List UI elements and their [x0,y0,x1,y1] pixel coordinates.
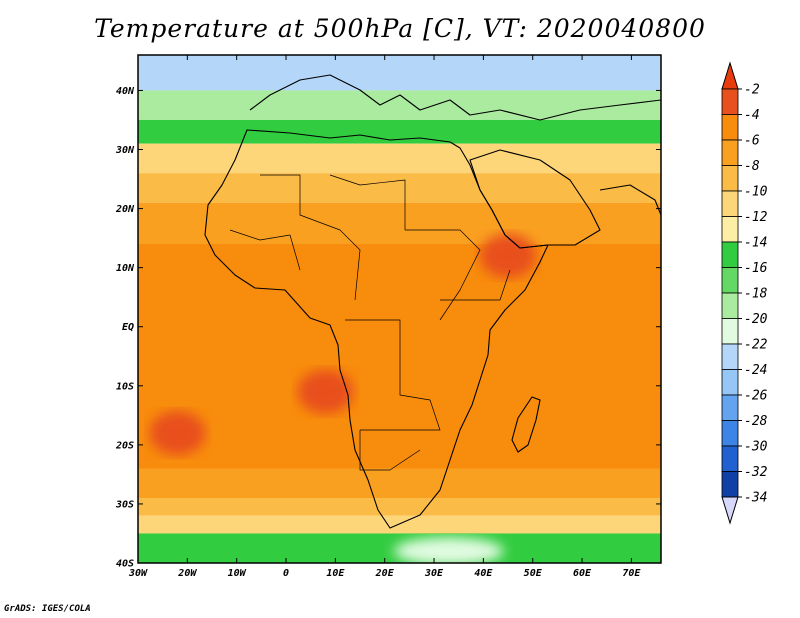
cold-patch [393,537,504,563]
lon-tick-label: 60E [573,568,592,579]
colorbar-label: -12 [744,210,768,225]
plot-frame [137,54,662,564]
colorbar-label: -16 [744,261,768,276]
colorbar-label: -26 [744,389,768,404]
colorbar-label: -20 [744,312,768,327]
colorbar-label: -10 [744,185,768,200]
lon-tick-label: 20E [375,568,395,579]
temperature-field [138,55,661,563]
india-coastline [599,184,661,216]
colorbar-label: -22 [744,338,768,353]
lat-tick-label: 40S [116,559,134,570]
colorbar-label: -4 [744,108,760,123]
colorbar-label: -8 [744,159,760,174]
lon-tick-label: 10E [326,568,345,579]
lat-tick-label: 10N [116,263,135,274]
colorbar-swatch [721,394,739,421]
colorbar-swatch [721,190,739,217]
colorbar-top-arrow [721,61,739,90]
warm-patch-0 [297,369,354,414]
field-band-8 [138,498,661,516]
colorbar-swatch [721,292,739,319]
warm-patch-2 [480,233,537,278]
colorbar-swatch [721,369,739,396]
colorbar-label: -14 [744,236,767,251]
colorbar-label: -2 [744,83,760,98]
colorbar-swatch [721,471,739,498]
field-band-3 [138,143,661,174]
colorbar-swatch [721,216,739,243]
field-band-6 [138,244,661,469]
colorbar-swatch [721,267,739,294]
lon-tick-label: 10W [228,568,247,579]
country-borders [229,174,511,471]
lat-tick-label: 40N [116,86,135,97]
lon-tick-label: 30E [424,568,444,579]
lat-tick-label: 20N [115,204,135,215]
lon-tick-label: 0 [283,568,289,579]
colorbar-swatch [721,241,739,268]
lon-tick-label: 30W [128,568,148,579]
lon-tick-label: 70E [622,568,641,579]
arabia-coastline [469,149,601,249]
lat-tick-label: 30S [115,499,134,510]
lon-tick-label: 20W [177,568,197,579]
field-band-5 [138,202,661,245]
colorbar-bottom-arrow [721,496,739,525]
colorbar-swatch [721,318,739,345]
credit-text: GrADS: IGES/COLA [4,604,91,614]
field-band-2 [138,119,661,144]
warm-patch-1 [149,411,206,456]
colorbar-swatch [721,165,739,192]
colorbar-swatch [721,139,739,166]
lat-tick-label: 10S [116,381,134,392]
coastlines [204,74,661,529]
colorbar-label: -18 [744,287,768,302]
colorbar-swatch [721,445,739,472]
lon-tick-label: 40E [474,568,493,579]
colorbar-label: -32 [744,465,768,480]
colorbar-swatch [721,420,739,447]
lat-tick-label: 30N [115,145,135,156]
colorbar-label: -28 [744,414,768,429]
colorbar-label: -24 [744,363,767,378]
colorbar-swatch [721,343,739,370]
lat-tick-label: EQ [122,322,134,333]
field-band-7 [138,468,661,499]
field-band-0 [138,55,661,91]
colorbar-label: -34 [744,491,767,506]
lat-tick-label: 20S [115,440,134,451]
field-band-9 [138,515,661,534]
colorbar-swatch [721,114,739,141]
colorbar-swatch [721,88,739,115]
lon-tick-label: 50E [524,568,543,579]
africa-coastline [204,129,549,529]
europe-coastline [249,74,661,121]
madagascar-coastline [511,396,541,453]
colorbar: -2 -4 -6 -8 -10 -12 -14 -16 -18 -20 -22 -24 -26 -28 -3… [721,61,768,525]
map-title: Temperature at 500hPa [C], VT: 202004080… [94,14,706,43]
colorbar-label: -30 [744,440,768,455]
colorbar-label: -6 [744,134,760,149]
